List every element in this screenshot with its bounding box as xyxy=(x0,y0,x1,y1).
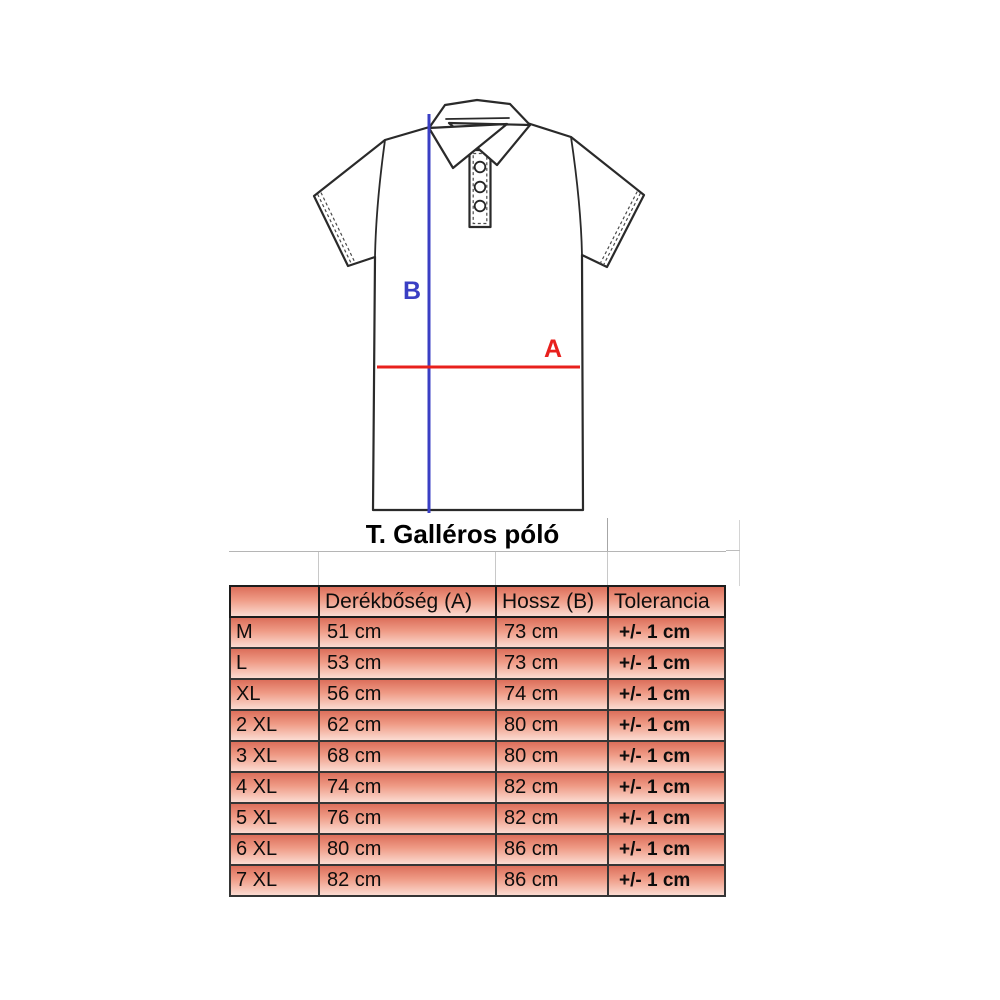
label-b: B xyxy=(403,277,421,305)
spreadsheet-gridline xyxy=(739,520,740,586)
table-row: 7 XL 82 cm 86 cm +/- 1 cm xyxy=(229,866,726,897)
waist-cell: 74 cm xyxy=(318,773,495,804)
header-size xyxy=(229,585,318,618)
tolerance-cell: +/- 1 cm xyxy=(607,649,726,680)
length-cell: 80 cm xyxy=(495,742,607,773)
table-row: 4 XL 74 cm 82 cm +/- 1 cm xyxy=(229,773,726,804)
size-cell: 2 XL xyxy=(229,711,318,742)
length-cell: 73 cm xyxy=(495,618,607,649)
table-row: XL 56 cm 74 cm +/- 1 cm xyxy=(229,680,726,711)
table-row: M 51 cm 73 cm +/- 1 cm xyxy=(229,618,726,649)
label-a: A xyxy=(544,335,562,363)
spacer-cell xyxy=(318,552,495,585)
size-cell: L xyxy=(229,649,318,680)
size-cell: 5 XL xyxy=(229,804,318,835)
placket-stitching xyxy=(472,152,488,225)
length-cell: 73 cm xyxy=(495,649,607,680)
length-cell: 74 cm xyxy=(495,680,607,711)
size-table: T. Galléros póló Derékbőség (A) Hossz (B… xyxy=(229,518,740,897)
tolerance-cell: +/- 1 cm xyxy=(607,742,726,773)
length-cell: 86 cm xyxy=(495,866,607,897)
tolerance-cell: +/- 1 cm xyxy=(607,618,726,649)
size-cell: 7 XL xyxy=(229,866,318,897)
placket-button xyxy=(473,180,487,194)
waist-cell: 56 cm xyxy=(318,680,495,711)
spreadsheet-gridline xyxy=(726,550,740,551)
waist-cell: 76 cm xyxy=(318,804,495,835)
waist-cell: 82 cm xyxy=(318,866,495,897)
placket-button xyxy=(473,160,487,174)
table-row: 2 XL 62 cm 80 cm +/- 1 cm xyxy=(229,711,726,742)
size-cell: 3 XL xyxy=(229,742,318,773)
waist-cell: 68 cm xyxy=(318,742,495,773)
header-waist: Derékbőség (A) xyxy=(318,585,495,618)
waist-cell: 51 cm xyxy=(318,618,495,649)
table-spacer-row xyxy=(229,552,726,585)
table-header-row: Derékbőség (A) Hossz (B) Tolerancia xyxy=(229,585,726,618)
waist-cell: 80 cm xyxy=(318,835,495,866)
tolerance-cell: +/- 1 cm xyxy=(607,866,726,897)
tolerance-cell: +/- 1 cm xyxy=(607,680,726,711)
tolerance-cell: +/- 1 cm xyxy=(607,773,726,804)
length-cell: 86 cm xyxy=(495,835,607,866)
header-length: Hossz (B) xyxy=(495,585,607,618)
table-title-row: T. Galléros póló xyxy=(229,518,726,552)
size-cell: M xyxy=(229,618,318,649)
left-cuff-stitching xyxy=(317,193,353,265)
length-cell: 80 cm xyxy=(495,711,607,742)
spacer-cell xyxy=(607,552,726,585)
table-row: 6 XL 80 cm 86 cm +/- 1 cm xyxy=(229,835,726,866)
left-cuff-stitching xyxy=(320,192,356,263)
table-row: L 53 cm 73 cm +/- 1 cm xyxy=(229,649,726,680)
right-cuff-stitching xyxy=(599,191,638,264)
right-armhole-seam xyxy=(570,136,583,256)
table-body: M 51 cm 73 cm +/- 1 cm L 53 cm 73 cm +/- 1 cm XL… xyxy=(229,618,726,897)
tolerance-cell: +/- 1 cm xyxy=(607,835,726,866)
title-right-cell xyxy=(607,518,726,551)
collar-left-flap xyxy=(427,122,509,170)
table-title: T. Galléros póló xyxy=(365,519,560,549)
size-cell: XL xyxy=(229,680,318,711)
left-armhole-seam xyxy=(374,139,386,258)
right-cuff-stitching xyxy=(602,192,641,266)
tolerance-cell: +/- 1 cm xyxy=(607,804,726,835)
waist-cell: 53 cm xyxy=(318,649,495,680)
collar-fold-line xyxy=(445,117,510,120)
tolerance-cell: +/- 1 cm xyxy=(607,711,726,742)
size-cell: 6 XL xyxy=(229,835,318,866)
spacer-cell xyxy=(495,552,607,585)
header-tolerance: Tolerancia xyxy=(607,585,726,618)
table-row: 3 XL 68 cm 80 cm +/- 1 cm xyxy=(229,742,726,773)
waist-cell: 62 cm xyxy=(318,711,495,742)
length-cell: 82 cm xyxy=(495,804,607,835)
title-spacer-cell xyxy=(229,518,318,551)
table-row: 5 XL 76 cm 82 cm +/- 1 cm xyxy=(229,804,726,835)
length-cell: 82 cm xyxy=(495,773,607,804)
spacer-cell xyxy=(229,552,318,585)
size-cell: 4 XL xyxy=(229,773,318,804)
placket-button xyxy=(473,199,487,213)
collar-band xyxy=(427,98,532,130)
